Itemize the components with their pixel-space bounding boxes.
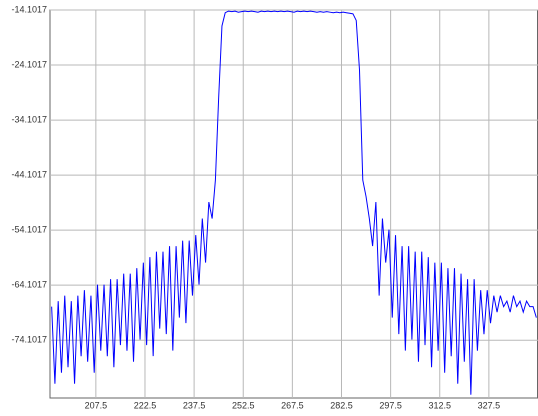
y-tick-label: -54.1017 <box>11 225 47 235</box>
x-tick-label: 207.5 <box>85 400 108 410</box>
spectrum-line <box>51 10 537 395</box>
y-tick-label: -74.1017 <box>11 335 47 345</box>
y-tick-label: -64.1017 <box>11 280 47 290</box>
y-tick-label: -34.1017 <box>11 114 47 124</box>
x-tick-label: 282.5 <box>330 400 353 410</box>
x-tick-label: 237.5 <box>183 400 206 410</box>
y-tick-label: -44.1017 <box>11 169 47 179</box>
x-tick-label: 312.5 <box>428 400 451 410</box>
x-tick-label: 222.5 <box>134 400 157 410</box>
x-tick-label: 327.5 <box>478 400 501 410</box>
x-tick-label: 297.5 <box>379 400 402 410</box>
x-tick-label: 252.5 <box>232 400 255 410</box>
y-tick-label: -14.1017 <box>11 4 47 14</box>
y-tick-label: -24.1017 <box>11 59 47 69</box>
x-tick-label: 267.5 <box>281 400 304 410</box>
